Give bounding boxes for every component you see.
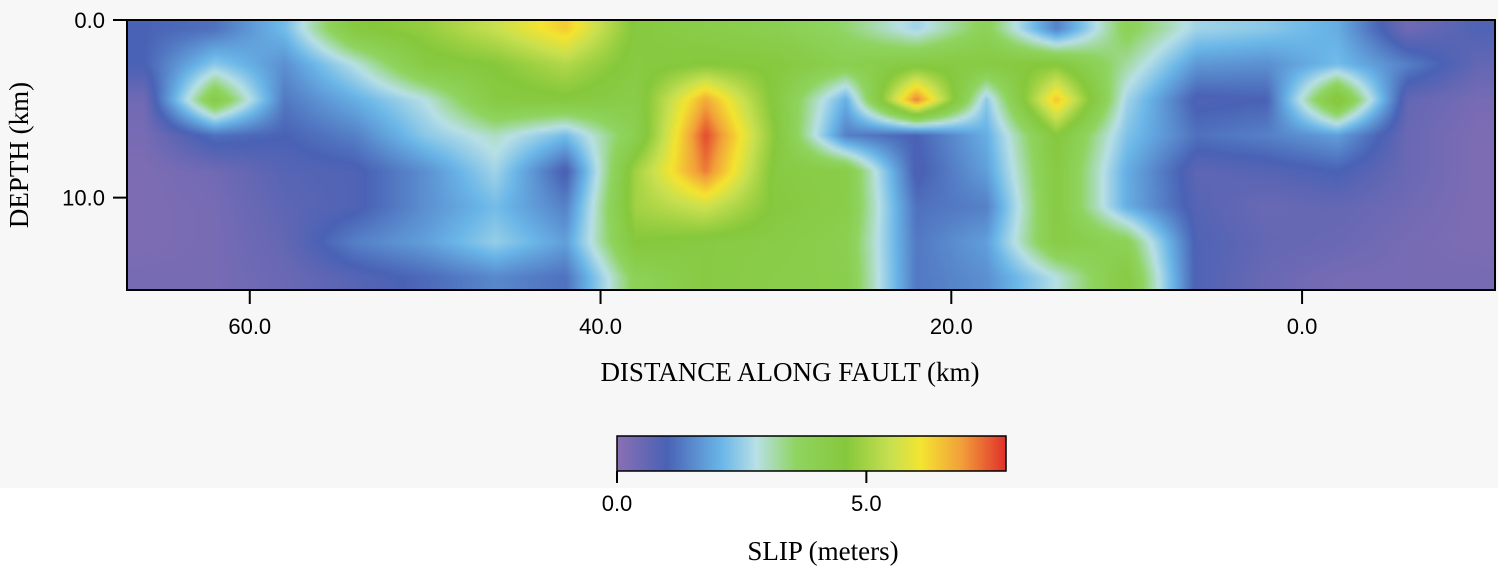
colorbar-gradient [616, 435, 1007, 472]
colorbar-title: SLIP (meters) [747, 536, 898, 566]
y-tick-label: 0.0 [74, 8, 105, 33]
colorbar: 0.0 5.0 SLIP (meters) [602, 435, 1007, 566]
colorbar-tick-label: 5.0 [851, 491, 882, 516]
x-tick-label: 60.0 [228, 314, 271, 339]
y-tick-label: 10.0 [62, 186, 105, 211]
colorbar-tick-label: 0.0 [602, 491, 633, 516]
x-tick-label: 20.0 [930, 314, 973, 339]
x-tick-label: 0.0 [1287, 314, 1318, 339]
slip-heatmap [127, 20, 1495, 290]
x-axis-title: DISTANCE ALONG FAULT (km) [600, 357, 979, 387]
plot-frame [126, 19, 1496, 291]
colorbar-ticks: 0.0 5.0 [602, 471, 882, 516]
plot-area [126, 19, 1496, 291]
y-axis-title: DEPTH (km) [4, 82, 34, 228]
y-axis: 0.0 10.0 [62, 8, 127, 211]
x-tick-label: 40.0 [579, 314, 622, 339]
x-axis: 60.0 40.0 20.0 0.0 [228, 290, 1317, 339]
